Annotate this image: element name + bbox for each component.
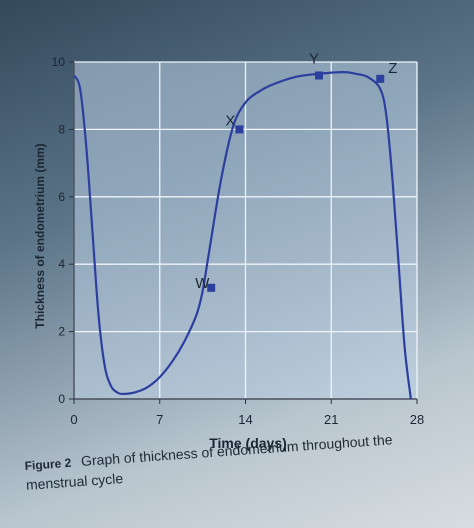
point-label: X [225, 112, 235, 129]
grid [73, 61, 418, 400]
series-line [72, 71, 412, 400]
point-marker [235, 125, 244, 134]
y-tick-label: 0 [58, 392, 65, 406]
series-layer [72, 71, 412, 400]
point-marker [315, 71, 323, 80]
tick-labels: 0 7 14 21 28 0 2 4 6 8 10 [52, 55, 425, 427]
y-tick-label: 2 [58, 325, 65, 339]
marked-points: W X Y Z [195, 50, 397, 292]
point-marker [207, 283, 216, 292]
figure-number: Figure 2 [24, 455, 72, 473]
y-axis-title: Thickness of endometrium (mm) [33, 143, 47, 328]
x-axis-title: Time (days) [209, 435, 287, 451]
x-tick-label: 0 [70, 412, 77, 427]
y-tick-label: 6 [58, 190, 65, 204]
x-tick-label: 14 [238, 412, 252, 427]
point-label: Z [388, 60, 397, 77]
y-tick-label: 10 [52, 55, 66, 69]
point-label: W [195, 275, 210, 292]
x-tick-label: 7 [156, 412, 163, 427]
point-marker [376, 74, 385, 83]
axes [69, 61, 418, 404]
y-tick-label: 8 [58, 122, 65, 136]
point-label: Y [309, 50, 319, 67]
y-tick-label: 4 [58, 257, 65, 271]
x-tick-label: 21 [324, 412, 338, 427]
x-tick-label: 28 [410, 412, 424, 427]
